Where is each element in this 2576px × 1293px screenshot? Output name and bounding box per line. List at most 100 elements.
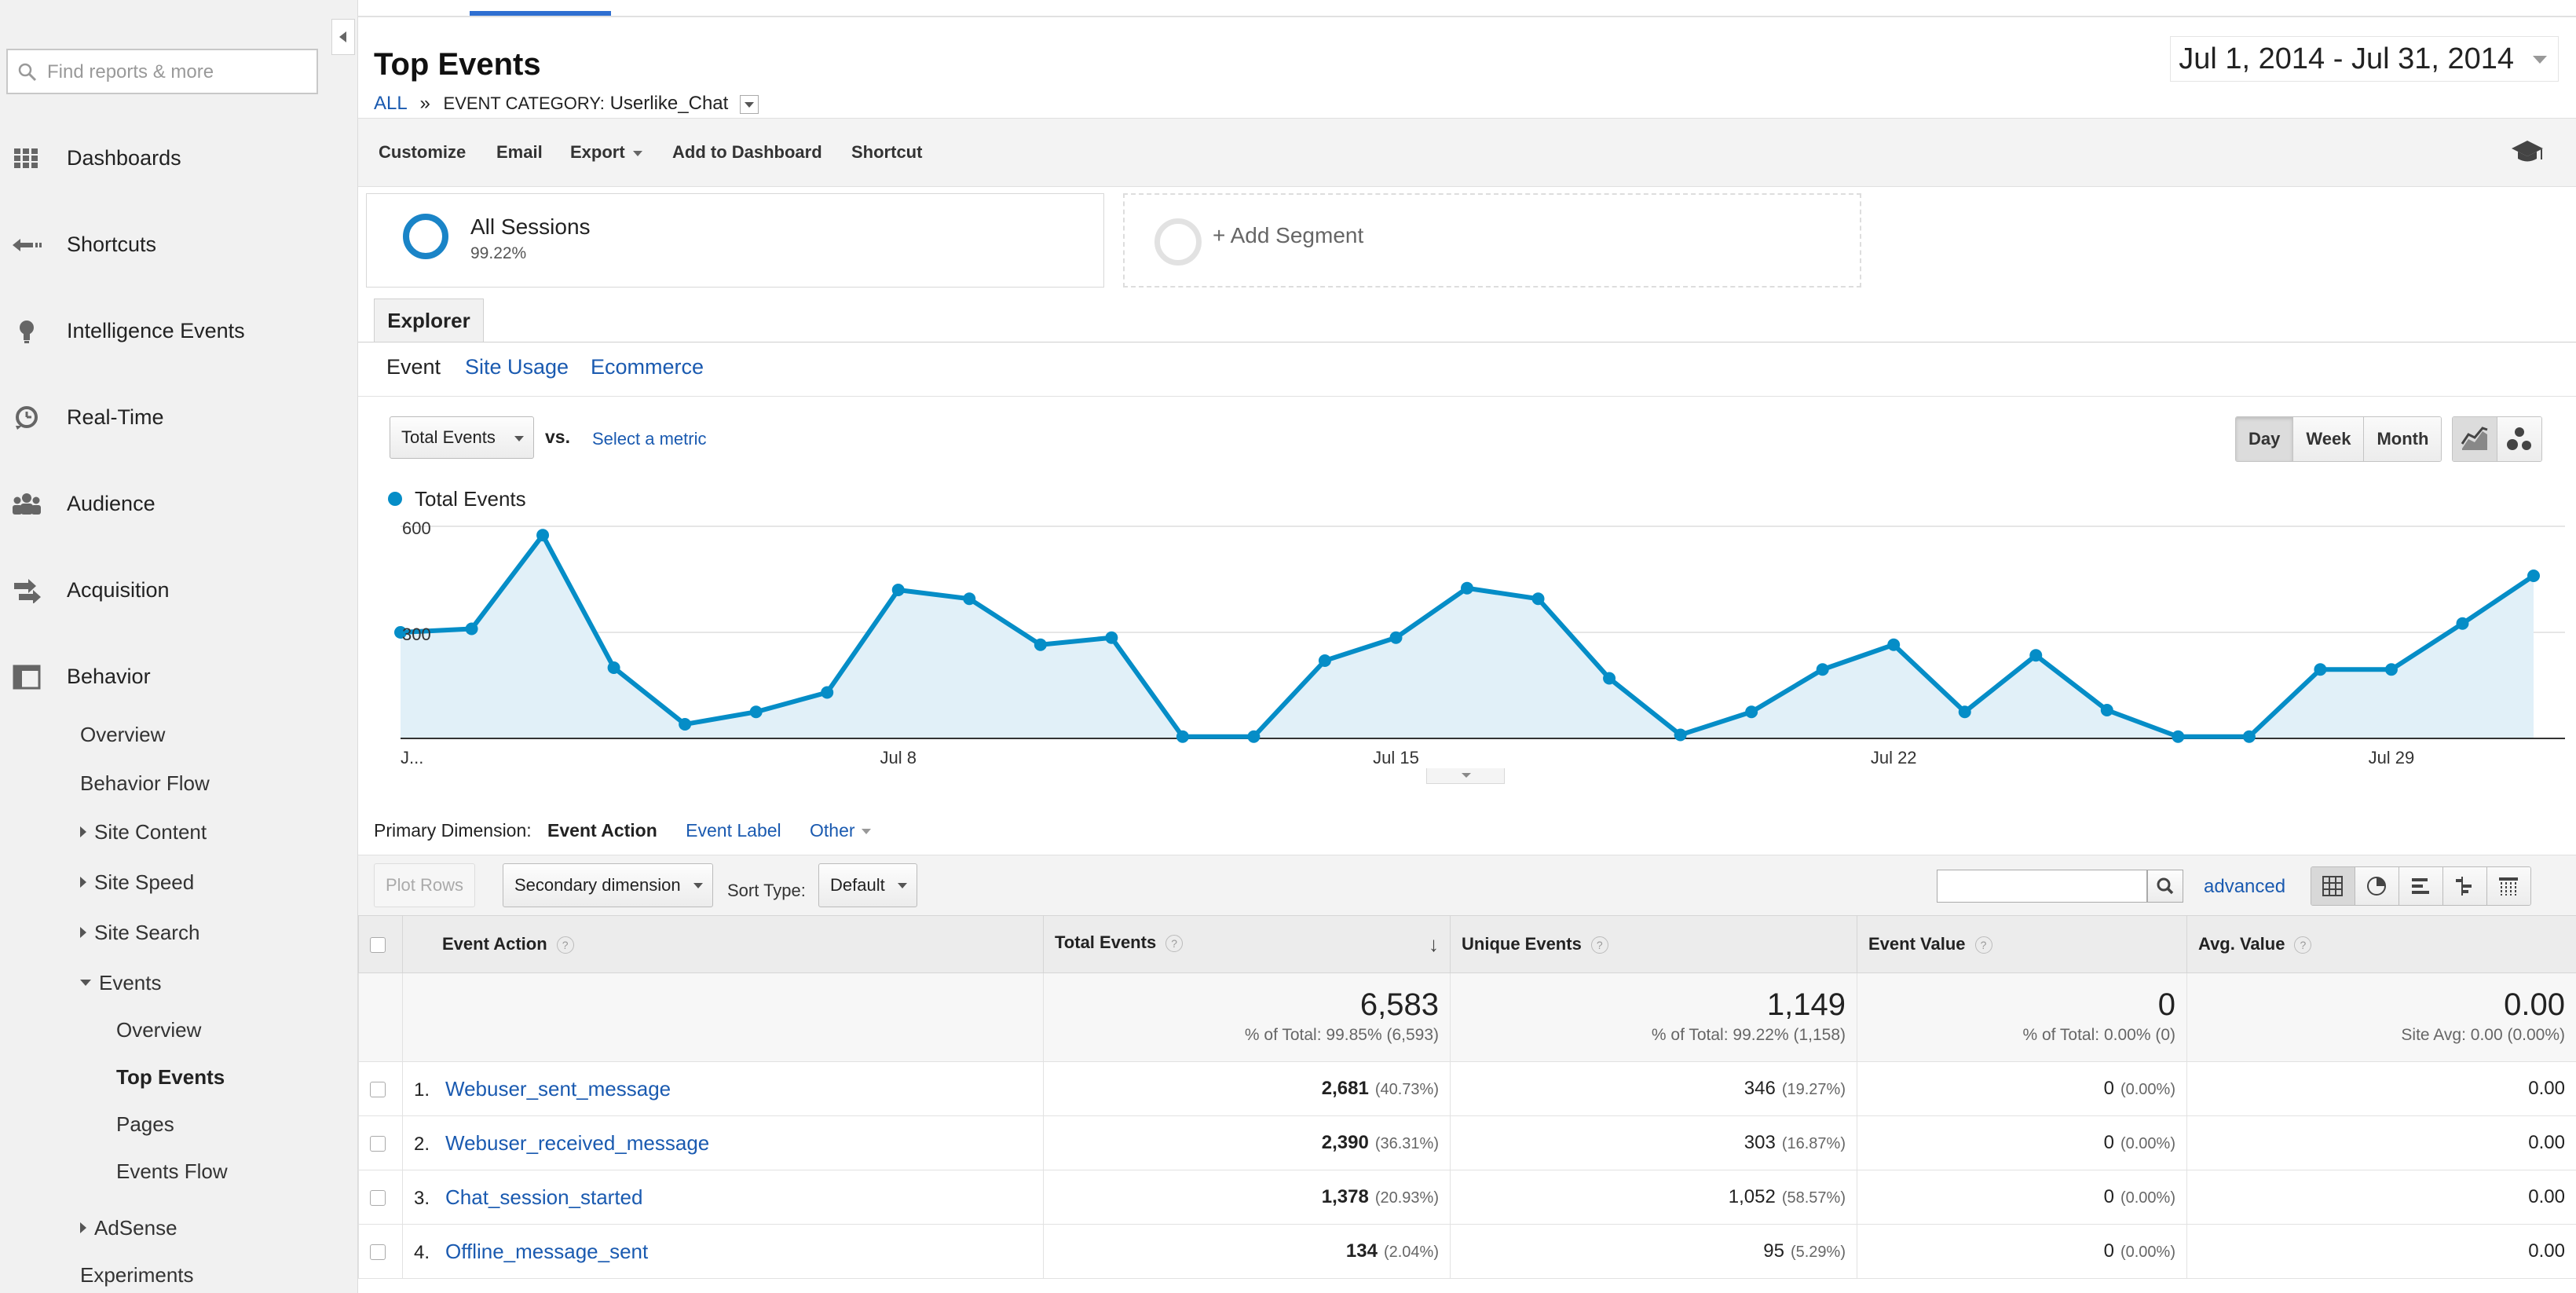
breadcrumb-dropdown-button[interactable] bbox=[739, 94, 759, 114]
nav-behavior[interactable]: Behavior bbox=[0, 654, 357, 701]
events-flow-link[interactable]: Events Flow bbox=[116, 1159, 228, 1183]
row-event-value: 0 (0.00%) bbox=[1857, 1224, 2187, 1279]
report-search-input[interactable] bbox=[46, 57, 308, 88]
nav-shortcuts[interactable]: Shortcuts bbox=[0, 222, 357, 269]
comparison-bars-icon bbox=[2456, 877, 2472, 896]
pie-chart-icon bbox=[2367, 877, 2386, 896]
header-unique-events[interactable]: Unique Events? bbox=[1450, 915, 1857, 973]
nav-audience[interactable]: Audience bbox=[0, 481, 357, 528]
subtab-event[interactable]: Event bbox=[386, 355, 441, 379]
nav-acquisition[interactable]: Acquisition bbox=[0, 567, 357, 614]
percentage-view-button[interactable] bbox=[2355, 867, 2399, 905]
events-toggle[interactable]: Events bbox=[80, 971, 162, 995]
period-day-button[interactable]: Day bbox=[2236, 417, 2294, 461]
y-tick-label: 600 bbox=[402, 518, 431, 538]
header-event-value[interactable]: Event Value? bbox=[1857, 915, 2187, 973]
customize-button[interactable]: Customize bbox=[379, 142, 467, 162]
help-icon[interactable]: ? bbox=[2294, 936, 2312, 954]
events-pages-link[interactable]: Pages bbox=[116, 1112, 174, 1136]
row-checkbox[interactable] bbox=[370, 1189, 386, 1206]
secondary-dimension-dropdown[interactable]: Secondary dimension bbox=[503, 863, 713, 907]
header-total-events[interactable]: Total Events? ↓ bbox=[1043, 915, 1451, 973]
site-search-label: Site Search bbox=[94, 921, 200, 944]
breadcrumb-category-label: EVENT CATEGORY: bbox=[443, 93, 605, 113]
segment-name: All Sessions bbox=[470, 214, 591, 239]
event-action-link[interactable]: Offline_message_sent bbox=[445, 1239, 649, 1263]
date-range-picker[interactable]: Jul 1, 2014 - Jul 31, 2014 bbox=[2170, 36, 2559, 82]
event-value: 0 bbox=[2103, 1132, 2114, 1153]
legend-dot-icon bbox=[388, 492, 402, 507]
line-chart-button[interactable] bbox=[2453, 417, 2497, 461]
row-total-events: 2,681 (40.73%) bbox=[1043, 1061, 1451, 1116]
data-table-view-button[interactable] bbox=[2311, 867, 2355, 905]
table-search-button[interactable] bbox=[2147, 870, 2183, 903]
events-overview-link[interactable]: Overview bbox=[116, 1018, 202, 1042]
data-point bbox=[607, 661, 620, 674]
total-events-pct: (36.31%) bbox=[1374, 1135, 1439, 1152]
table-filter-input[interactable] bbox=[1937, 870, 2147, 903]
select-all-checkbox[interactable] bbox=[370, 937, 386, 954]
tab-explorer[interactable]: Explorer bbox=[374, 299, 484, 342]
graduation-cap-icon[interactable] bbox=[2510, 137, 2545, 166]
behavior-flow-link[interactable]: Behavior Flow bbox=[80, 771, 210, 795]
site-search-toggle[interactable]: Site Search bbox=[80, 921, 199, 945]
add-segment-button[interactable]: + Add Segment bbox=[1123, 193, 1861, 288]
help-icon[interactable]: ? bbox=[1590, 936, 1608, 954]
site-content-toggle[interactable]: Site Content bbox=[80, 820, 207, 844]
event-action-link[interactable]: Webuser_received_message bbox=[445, 1130, 710, 1155]
period-week-button[interactable]: Week bbox=[2293, 417, 2365, 461]
data-point bbox=[963, 592, 976, 606]
select-metric-link[interactable]: Select a metric bbox=[592, 429, 707, 449]
export-button[interactable]: Export bbox=[570, 142, 642, 163]
adsense-toggle[interactable]: AdSense bbox=[80, 1216, 177, 1240]
motion-chart-button[interactable] bbox=[2497, 417, 2541, 461]
segment-all-sessions[interactable]: All Sessions 99.22% bbox=[366, 193, 1104, 288]
site-speed-toggle[interactable]: Site Speed bbox=[80, 870, 194, 895]
sidebar-collapse-button[interactable] bbox=[331, 19, 355, 55]
comparison-view-button[interactable] bbox=[2443, 867, 2487, 905]
breadcrumb-all-link[interactable]: ALL bbox=[374, 93, 407, 114]
row-action-cell: 1. Webuser_sent_message bbox=[402, 1061, 1044, 1116]
nav-intelligence-events[interactable]: Intelligence Events bbox=[0, 308, 357, 355]
help-icon[interactable]: ? bbox=[1974, 936, 1992, 954]
row-checkbox[interactable] bbox=[370, 1081, 386, 1097]
row-checkbox[interactable] bbox=[370, 1135, 386, 1152]
row-total-events: 2,390 (36.31%) bbox=[1043, 1115, 1451, 1170]
metric-dropdown[interactable]: Total Events bbox=[390, 416, 534, 459]
add-to-dashboard-button[interactable]: Add to Dashboard bbox=[672, 142, 822, 162]
report-search-box[interactable] bbox=[6, 49, 318, 94]
help-icon[interactable]: ? bbox=[556, 936, 574, 954]
event-action-link[interactable]: Webuser_sent_message bbox=[445, 1076, 671, 1101]
dimension-other-dropdown[interactable]: Other bbox=[810, 820, 871, 841]
sort-type-dropdown[interactable]: Default bbox=[818, 863, 917, 907]
x-tick-label: Jul 29 bbox=[2369, 748, 2415, 767]
email-button[interactable]: Email bbox=[496, 142, 543, 162]
behavior-overview-link[interactable]: Overview bbox=[80, 723, 166, 746]
period-month-button[interactable]: Month bbox=[2364, 417, 2442, 461]
subtab-ecommerce[interactable]: Ecommerce bbox=[591, 355, 704, 379]
total-value: 0.00 bbox=[2504, 987, 2565, 1022]
shortcut-button[interactable]: Shortcut bbox=[851, 142, 923, 162]
nav-real-time[interactable]: Real-Time bbox=[0, 394, 357, 441]
subtab-site-usage[interactable]: Site Usage bbox=[465, 355, 569, 379]
advanced-filter-link[interactable]: advanced bbox=[2204, 876, 2286, 897]
nav-dashboards[interactable]: Dashboards bbox=[0, 135, 357, 182]
collapse-triangle-icon bbox=[80, 980, 91, 987]
row-checkbox[interactable] bbox=[370, 1244, 386, 1260]
dimension-event-label[interactable]: Event Label bbox=[686, 820, 781, 841]
unique-events-pct: (16.87%) bbox=[1781, 1135, 1846, 1152]
experiments-link[interactable]: Experiments bbox=[80, 1263, 194, 1287]
header-avg-value[interactable]: Avg. Value? bbox=[2186, 915, 2576, 973]
plot-rows-button[interactable]: Plot Rows bbox=[374, 863, 476, 907]
performance-view-button[interactable] bbox=[2399, 867, 2443, 905]
pivot-view-button[interactable] bbox=[2487, 867, 2530, 905]
chart-resize-handle[interactable] bbox=[1426, 768, 1505, 784]
event-action-link[interactable]: Chat_session_started bbox=[445, 1185, 643, 1209]
header-event-action[interactable]: Event Action? bbox=[402, 915, 1044, 973]
row-action-cell: 4. Offline_message_sent bbox=[402, 1224, 1044, 1279]
period-toggle-group: Day Week Month bbox=[2235, 416, 2442, 462]
help-icon[interactable]: ? bbox=[1165, 934, 1184, 952]
dimension-event-action[interactable]: Event Action bbox=[547, 820, 657, 841]
sort-descending-icon[interactable]: ↓ bbox=[1429, 932, 1439, 956]
top-events-link[interactable]: Top Events bbox=[116, 1065, 225, 1089]
